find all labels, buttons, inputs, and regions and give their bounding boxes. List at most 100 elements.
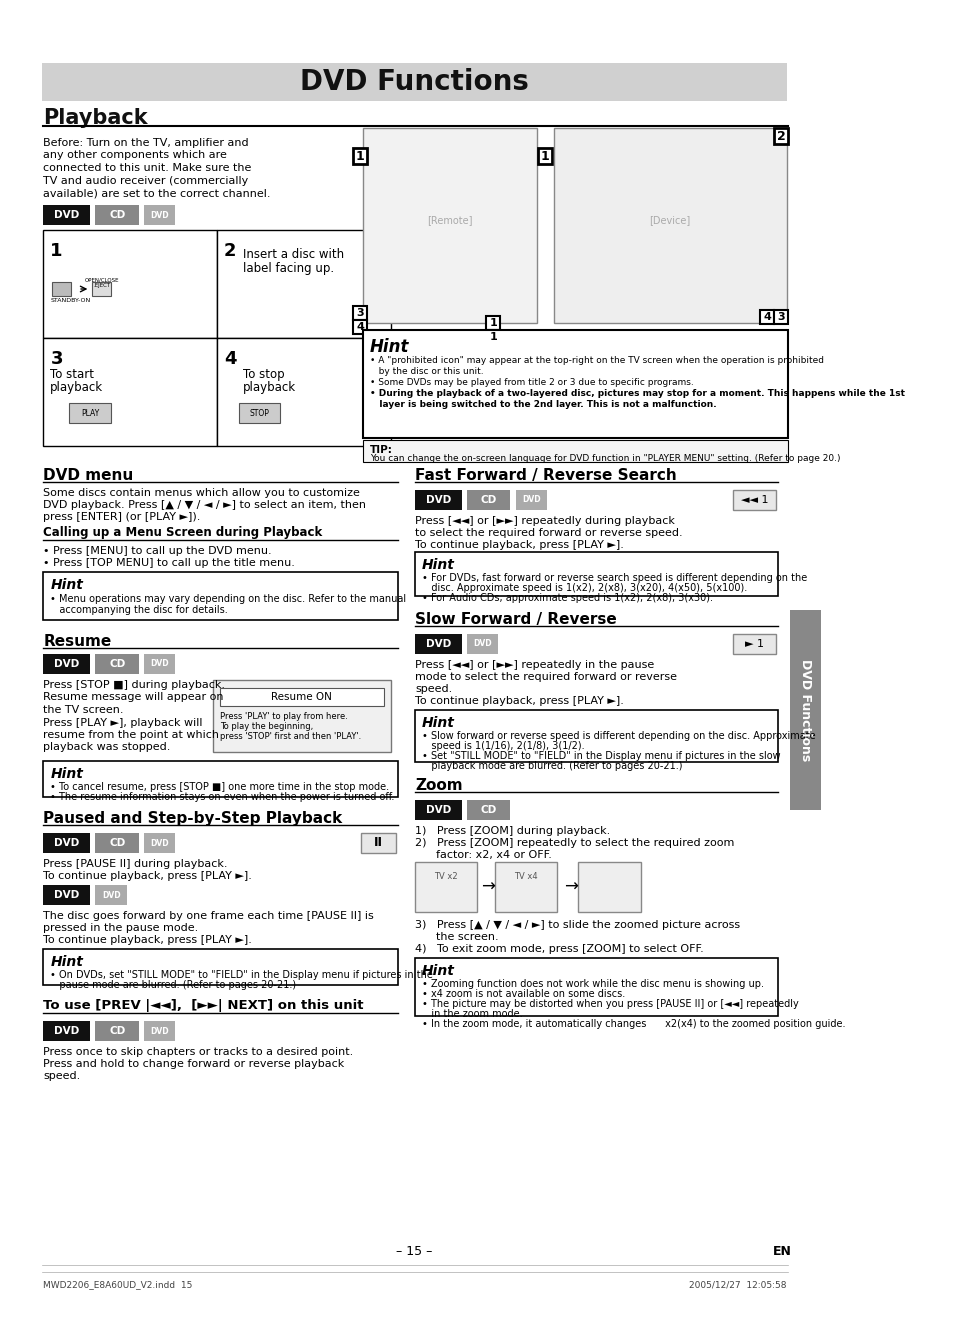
Bar [95, 833, 139, 853]
Bar [95, 206, 139, 225]
Bar [486, 316, 499, 330]
Text: Press [◄◄] or [►►] repeatedly during playback: Press [◄◄] or [►►] repeatedly during pla… [415, 517, 674, 526]
Text: To continue playback, press [PLAY ►].: To continue playback, press [PLAY ►]. [415, 696, 623, 706]
Bar [415, 958, 777, 1016]
Text: 3: 3 [51, 351, 63, 368]
Text: 2)   Press [ZOOM] repeatedly to select the required zoom: 2) Press [ZOOM] repeatedly to select the… [415, 838, 734, 847]
Bar [774, 310, 787, 324]
Text: 1: 1 [51, 243, 63, 260]
Bar [760, 310, 774, 324]
Text: accompanying the disc for details.: accompanying the disc for details. [51, 605, 228, 616]
Bar [415, 800, 461, 820]
Text: 4: 4 [762, 312, 771, 322]
Text: – 15 –: – 15 – [395, 1246, 432, 1257]
Text: ► 1: ► 1 [744, 639, 763, 648]
Text: the TV screen.: the TV screen. [43, 705, 124, 714]
Bar [43, 1021, 91, 1041]
Text: TIP:: TIP: [370, 445, 393, 455]
Bar [362, 330, 787, 438]
Bar [43, 206, 91, 225]
Text: • Slow forward or reverse speed is different depending on the disc. Approximate: • Slow forward or reverse speed is diffe… [421, 731, 815, 741]
Text: →: → [563, 878, 578, 896]
Text: DVD menu: DVD menu [43, 468, 133, 482]
Text: Press once to skip chapters or tracks to a desired point.: Press once to skip chapters or tracks to… [43, 1046, 354, 1057]
Bar [43, 760, 397, 797]
Bar [216, 231, 390, 337]
Text: TV x2: TV x2 [434, 873, 457, 880]
Bar [52, 282, 71, 297]
Bar [362, 128, 536, 323]
Text: ◄◄ 1: ◄◄ 1 [740, 496, 767, 505]
Text: • Zooming function does not work while the disc menu is showing up.: • Zooming function does not work while t… [421, 979, 763, 988]
Text: connected to this unit. Make sure the: connected to this unit. Make sure the [43, 163, 252, 173]
Text: DVD: DVD [54, 659, 79, 670]
Text: • For DVDs, fast forward or reverse search speed is different depending on the: • For DVDs, fast forward or reverse sear… [421, 573, 806, 583]
Text: pressed in the pause mode.: pressed in the pause mode. [43, 923, 198, 933]
Bar [467, 800, 510, 820]
Text: TV x4: TV x4 [514, 873, 537, 880]
Text: 2: 2 [224, 243, 236, 260]
Text: Before: Turn on the TV, amplifier and: Before: Turn on the TV, amplifier and [43, 138, 249, 148]
Text: CD: CD [109, 838, 125, 847]
Text: • On DVDs, set "STILL MODE" to "FIELD" in the Display menu if pictures in the: • On DVDs, set "STILL MODE" to "FIELD" i… [51, 970, 433, 981]
Text: DVD Functions: DVD Functions [799, 659, 811, 760]
Text: Press [◄◄] or [►►] repeatedly in the pause: Press [◄◄] or [►►] repeatedly in the pau… [415, 660, 654, 670]
Bar [144, 833, 175, 853]
Text: • The picture may be distorted when you press [PAUSE II] or [◄◄] repeatedly: • The picture may be distorted when you … [421, 999, 798, 1010]
Text: 4: 4 [224, 351, 236, 368]
Text: any other components which are: any other components which are [43, 150, 227, 161]
Bar [415, 634, 461, 654]
Text: 1: 1 [540, 149, 549, 162]
Text: • x4 zoom is not available on some discs.: • x4 zoom is not available on some discs… [421, 988, 624, 999]
Text: 1: 1 [489, 318, 497, 328]
Text: .EJECT: .EJECT [92, 283, 110, 289]
Text: • Set "STILL MODE" to "FIELD" in the Display menu if pictures in the slow: • Set "STILL MODE" to "FIELD" in the Dis… [421, 751, 780, 760]
Text: resume from the point at which: resume from the point at which [43, 730, 219, 739]
Text: 3)   Press [▲ / ▼ / ◄ / ►] to slide the zoomed picture across: 3) Press [▲ / ▼ / ◄ / ►] to slide the zo… [415, 920, 740, 931]
Text: [Remote]: [Remote] [427, 215, 472, 225]
Text: • For Audio CDs, approximate speed is 1(x2), 2(x8), 3(x30).: • For Audio CDs, approximate speed is 1(… [421, 593, 712, 604]
Bar [789, 610, 821, 811]
Text: DVD playback. Press [▲ / ▼ / ◄ / ►] to select an item, then: DVD playback. Press [▲ / ▼ / ◄ / ►] to s… [43, 500, 366, 510]
Bar [43, 231, 216, 337]
Bar [70, 403, 111, 423]
Bar [95, 1021, 139, 1041]
Text: Resume message will appear on: Resume message will appear on [43, 692, 224, 702]
Text: DVD: DVD [425, 496, 451, 505]
Text: layer is being switched to the 2nd layer. This is not a malfunction.: layer is being switched to the 2nd layer… [370, 399, 716, 409]
Text: MWD2206_E8A60UD_V2.indd  15: MWD2206_E8A60UD_V2.indd 15 [43, 1280, 193, 1289]
Text: factor: x2, x4 or OFF.: factor: x2, x4 or OFF. [415, 850, 551, 861]
Bar [43, 949, 397, 985]
Text: To continue playback, press [PLAY ►].: To continue playback, press [PLAY ►]. [43, 934, 252, 945]
Bar [578, 862, 640, 912]
Text: Some discs contain menus which allow you to customize: Some discs contain menus which allow you… [43, 488, 360, 498]
Text: to select the required forward or reverse speed.: to select the required forward or revers… [415, 529, 682, 538]
Text: Hint: Hint [421, 716, 455, 730]
Text: DVD: DVD [54, 890, 79, 900]
Text: DVD Functions: DVD Functions [299, 69, 528, 96]
Text: • Press [MENU] to call up the DVD menu.: • Press [MENU] to call up the DVD menu. [43, 546, 272, 556]
Text: DVD: DVD [521, 496, 540, 505]
Text: Hint: Hint [51, 579, 83, 592]
Text: Hint: Hint [51, 956, 83, 969]
Text: DVD: DVD [425, 805, 451, 815]
Bar [238, 403, 280, 423]
Bar [732, 490, 776, 510]
Text: Slow Forward / Reverse: Slow Forward / Reverse [415, 612, 616, 627]
Bar [361, 833, 395, 853]
Bar [43, 572, 397, 619]
Bar [516, 490, 546, 510]
Text: playback mode are blurred. (Refer to pages 20-21.): playback mode are blurred. (Refer to pag… [421, 760, 681, 771]
Text: CD: CD [480, 496, 497, 505]
Bar [467, 634, 497, 654]
Text: Press [PAUSE II] during playback.: Press [PAUSE II] during playback. [43, 859, 228, 869]
Text: DVD: DVD [151, 211, 169, 220]
Text: • In the zoom mode, it automatically changes      x2(x4) to the zoomed position : • In the zoom mode, it automatically cha… [421, 1019, 844, 1029]
Text: playback was stopped.: playback was stopped. [43, 742, 171, 753]
Text: EN: EN [772, 1246, 791, 1257]
Text: speed.: speed. [415, 684, 452, 695]
Text: DVD: DVD [102, 891, 120, 899]
Bar [213, 680, 390, 753]
Text: DVD: DVD [425, 639, 451, 648]
Text: →: → [480, 878, 495, 896]
